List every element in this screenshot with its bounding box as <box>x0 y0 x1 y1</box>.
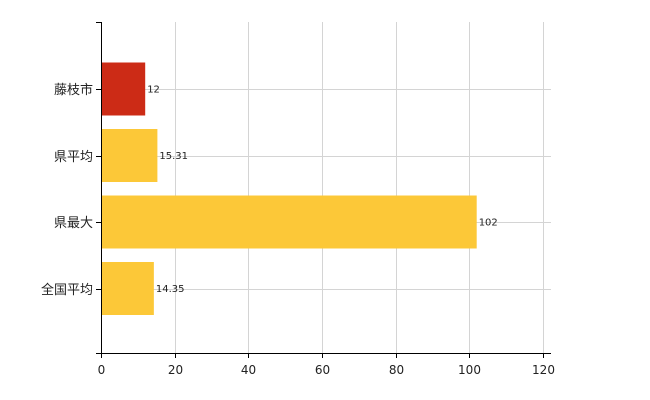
x-tick-label: 0 <box>98 363 106 377</box>
category-label: 県平均 <box>54 150 93 165</box>
category-label: 全国平均 <box>41 282 93 298</box>
x-tick-label: 20 <box>168 363 183 377</box>
data-label: 15.31 <box>159 151 188 162</box>
bar <box>102 195 477 249</box>
category-label: 藤枝市 <box>54 82 93 98</box>
data-label: 102 <box>479 218 498 229</box>
grid-lines <box>101 22 551 353</box>
x-tick-label: 40 <box>241 363 256 377</box>
x-tick-label: 120 <box>532 363 555 377</box>
data-label: 12 <box>147 85 160 96</box>
bar <box>102 262 154 315</box>
x-tick-label: 80 <box>389 363 404 377</box>
bars <box>102 62 477 315</box>
data-label: 14.35 <box>156 284 185 295</box>
bar <box>102 62 146 116</box>
x-tick-label: 60 <box>315 363 330 377</box>
bar <box>102 129 158 182</box>
axes <box>96 22 551 358</box>
x-tick-label: 100 <box>458 363 481 377</box>
category-label: 県最大 <box>54 216 93 231</box>
